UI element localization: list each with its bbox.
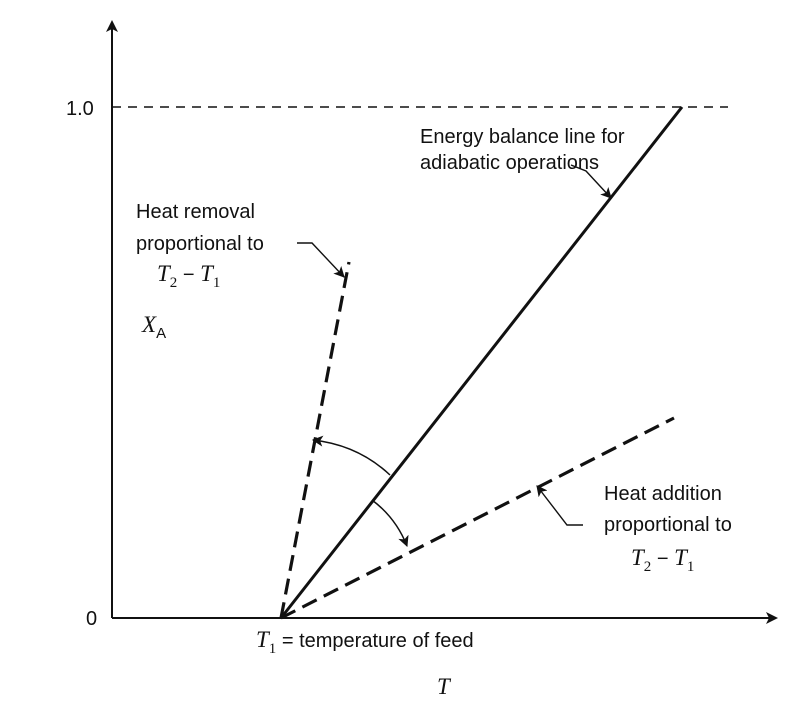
- energy-balance-label-line2: adiabatic operations: [420, 152, 599, 174]
- heat-removal-t1: T: [200, 261, 215, 286]
- heat-addition-line: [280, 416, 675, 620]
- y-tick-0: 0: [86, 608, 97, 630]
- energy-balance-label-line1: Energy balance line for: [420, 126, 625, 148]
- feed-t-symbol: T: [256, 627, 271, 652]
- heat-removal-expression: T2 − T1: [157, 261, 220, 291]
- heat-addition-t1: T: [674, 545, 689, 570]
- heat-addition-expression: T2 − T1: [631, 545, 694, 575]
- feed-temperature-label: T1 = temperature of feed: [256, 627, 474, 657]
- heat-removal-minus: −: [177, 264, 200, 286]
- heat-removal-label-line2: proportional to: [136, 233, 264, 255]
- heat-removal-t1-sub: 1: [213, 275, 221, 291]
- heat-removal-t2: T: [157, 261, 172, 286]
- heat-addition-label-line2: proportional to: [604, 514, 732, 536]
- energy-balance-leader: [570, 164, 612, 199]
- heat-addition-t2: T: [631, 545, 646, 570]
- y-axis-subscript: A: [156, 325, 166, 342]
- rotation-arrow-toward-removal: [311, 435, 391, 476]
- rotation-arrow-toward-addition: [371, 499, 409, 548]
- y-axis-label: XA: [141, 312, 166, 342]
- heat-removal-leader: [297, 242, 345, 278]
- heat-addition-t2-sub: 2: [644, 559, 652, 575]
- heat-addition-label-line1: Heat addition: [604, 483, 722, 505]
- feed-t-subscript: 1: [269, 641, 277, 657]
- heat-removal-t2-sub: 2: [170, 275, 178, 291]
- feed-t-text: = temperature of feed: [276, 630, 473, 652]
- y-axis-symbol: X: [141, 312, 157, 337]
- heat-addition-leader: [536, 485, 583, 526]
- heat-addition-minus: −: [651, 548, 674, 570]
- y-tick-1-0: 1.0: [66, 98, 94, 120]
- heat-addition-t1-sub: 1: [687, 559, 695, 575]
- x-axis-label: T: [437, 674, 452, 699]
- energy-balance-line: [279, 106, 684, 619]
- heat-removal-label-line1: Heat removal: [136, 201, 255, 223]
